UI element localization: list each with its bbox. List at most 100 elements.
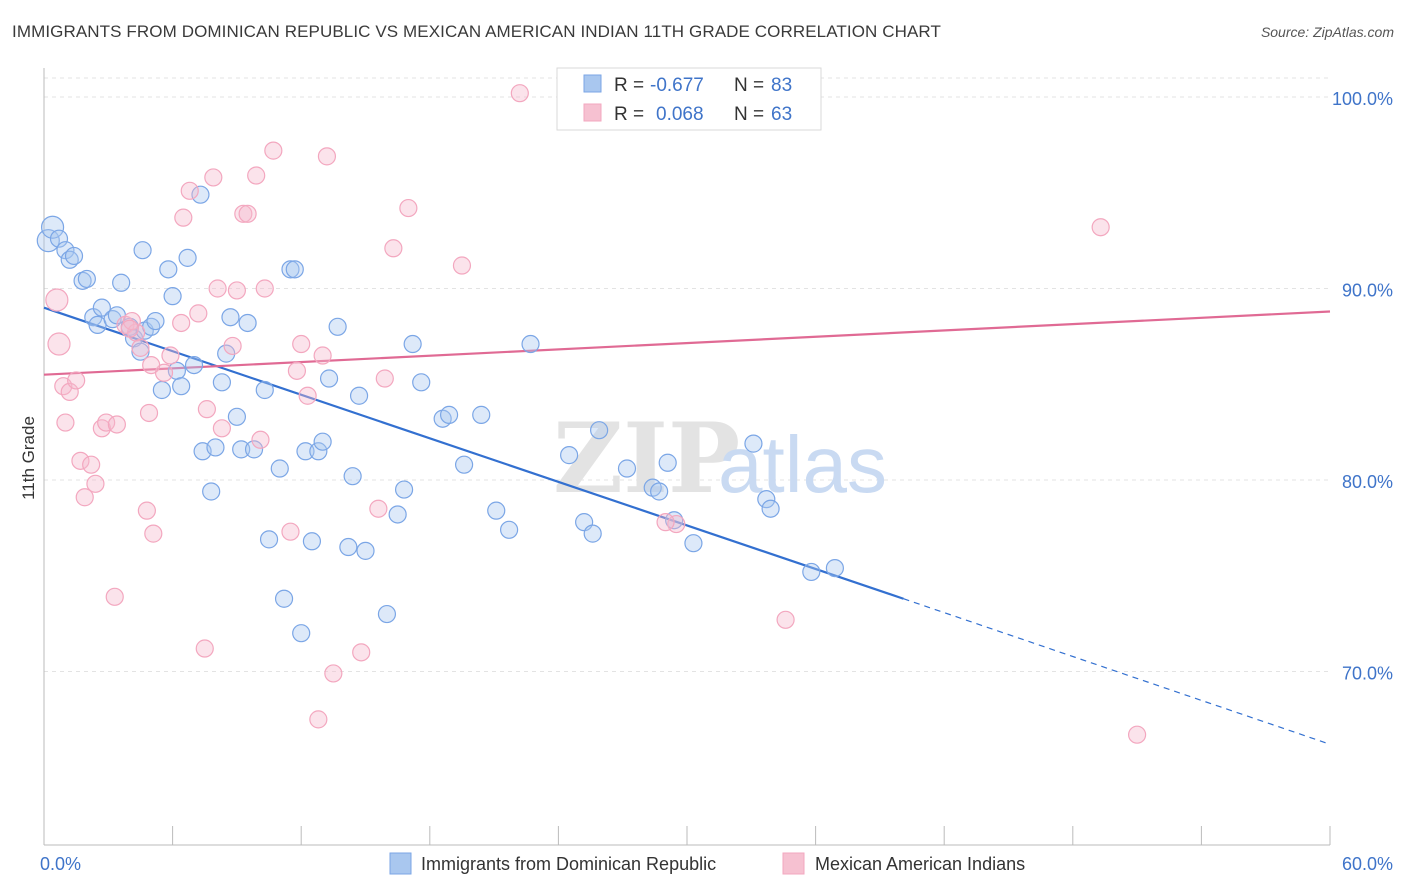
point-dominican-40 xyxy=(259,530,279,549)
point-dominican-43 xyxy=(281,260,300,279)
point-dominican-1 xyxy=(40,215,65,239)
y-tick-labels: 70.0% 80.0% 90.0% 100.0% xyxy=(1332,89,1393,684)
point-dominican-42 xyxy=(274,589,294,608)
point-mexican-59 xyxy=(120,319,139,338)
trend-line-1-extension xyxy=(903,598,1331,745)
point-dominican-46 xyxy=(296,442,315,461)
point-dominican-58 xyxy=(394,480,414,499)
point-mexican-42 xyxy=(298,386,317,405)
point-mexican-41 xyxy=(292,334,311,354)
point-mexican-60 xyxy=(56,413,75,432)
point-dominican-63 xyxy=(454,455,474,474)
point-dominican-30 xyxy=(202,482,221,501)
point-dominican-32 xyxy=(212,373,231,392)
watermark-atlas: atlas xyxy=(718,420,887,509)
point-dominican-64 xyxy=(472,405,491,424)
point-mexican-30 xyxy=(212,419,231,438)
point-dominican-78 xyxy=(744,434,763,453)
point-dominican-5 xyxy=(64,246,84,266)
point-mexican-50 xyxy=(399,198,418,218)
point-dominican-51 xyxy=(328,317,347,336)
point-dominican-81 xyxy=(802,562,821,582)
point-mexican-46 xyxy=(352,643,371,662)
point-mexican-61 xyxy=(142,356,161,375)
point-dominican-27 xyxy=(184,356,204,375)
x-tick-label-max: 60.0% xyxy=(1342,854,1393,874)
trend-line-2 xyxy=(43,310,1331,376)
point-dominican-34 xyxy=(221,308,240,327)
bottom-legend-swatch-mexican xyxy=(782,852,805,875)
point-dominican-44 xyxy=(285,260,304,279)
point-mexican-0 xyxy=(45,288,69,312)
point-mexican-37 xyxy=(255,279,274,298)
point-mexican-38 xyxy=(264,141,283,160)
bottom-legend-swatch-dominican xyxy=(389,852,412,875)
point-mexican-31 xyxy=(223,336,242,356)
point-mexican-40 xyxy=(287,361,307,380)
point-mexican-17 xyxy=(139,403,159,423)
point-dominican-39 xyxy=(255,380,274,400)
point-mexican-32 xyxy=(227,281,246,300)
data-points xyxy=(36,84,1147,744)
point-dominican-77 xyxy=(684,534,703,553)
point-dominican-2 xyxy=(49,229,69,248)
legend-n-label-1: N = xyxy=(734,75,764,96)
point-dominican-13 xyxy=(112,273,131,292)
point-mexican-52 xyxy=(510,84,529,103)
point-mexican-62 xyxy=(313,346,332,365)
point-mexican-47 xyxy=(369,499,388,518)
point-dominican-52 xyxy=(339,537,358,557)
legend-r-value-2: 0.068 xyxy=(656,104,704,125)
y-tick-label-90: 90.0% xyxy=(1342,281,1393,301)
point-mexican-35 xyxy=(247,166,266,185)
point-mexican-16 xyxy=(131,338,150,357)
point-dominican-56 xyxy=(377,604,397,624)
point-dominican-31 xyxy=(206,438,225,457)
point-dominican-20 xyxy=(146,311,165,331)
point-dominican-62 xyxy=(439,405,459,424)
point-mexican-1 xyxy=(47,332,71,356)
point-mexican-23 xyxy=(174,208,193,227)
point-mexican-33 xyxy=(234,204,253,223)
x-tick-label-min: 0.0% xyxy=(40,854,81,874)
legend-r-value-1: -0.677 xyxy=(650,75,704,96)
bottom-legend: Immigrants from Dominican Republic Mexic… xyxy=(389,852,1025,875)
point-dominican-53 xyxy=(343,467,362,486)
grid-lines xyxy=(44,77,1330,672)
point-dominican-38 xyxy=(244,440,264,459)
y-tick-label-100: 100.0% xyxy=(1332,89,1393,109)
point-dominican-21 xyxy=(152,380,171,400)
point-mexican-29 xyxy=(208,279,227,298)
point-mexican-27 xyxy=(195,639,214,658)
point-mexican-45 xyxy=(324,664,343,683)
point-mexican-18 xyxy=(137,501,156,520)
source-credit: Source: ZipAtlas.com xyxy=(1260,24,1394,40)
legend-n-value-1: 83 xyxy=(771,75,792,96)
watermark: ZIP atlas xyxy=(553,402,887,515)
point-dominican-26 xyxy=(178,248,197,267)
trend-line-1 xyxy=(43,306,904,600)
legend-n-value-2: 63 xyxy=(771,104,792,125)
point-mexican-58 xyxy=(656,513,675,532)
point-dominican-10 xyxy=(92,298,111,317)
point-mexican-36 xyxy=(251,430,270,449)
point-mexican-4 xyxy=(67,371,86,390)
point-dominican-50 xyxy=(319,369,339,388)
point-dominican-22 xyxy=(159,260,178,279)
point-mexican-48 xyxy=(375,369,394,388)
point-dominican-28 xyxy=(191,185,210,204)
point-mexican-3 xyxy=(60,382,79,402)
point-mexican-49 xyxy=(384,239,403,258)
point-dominican-54 xyxy=(349,386,369,405)
point-mexican-43 xyxy=(309,710,328,729)
legend-n-label-2: N = xyxy=(734,104,764,125)
point-dominican-37 xyxy=(238,313,257,333)
point-dominican-75 xyxy=(658,453,677,472)
point-mexican-51 xyxy=(452,256,472,275)
point-dominican-47 xyxy=(302,532,322,551)
point-dominican-74 xyxy=(650,482,669,501)
y-tick-label-70: 70.0% xyxy=(1342,664,1393,684)
point-dominican-41 xyxy=(270,459,289,478)
bottom-legend-label-dominican: Immigrants from Dominican Republic xyxy=(421,854,716,874)
